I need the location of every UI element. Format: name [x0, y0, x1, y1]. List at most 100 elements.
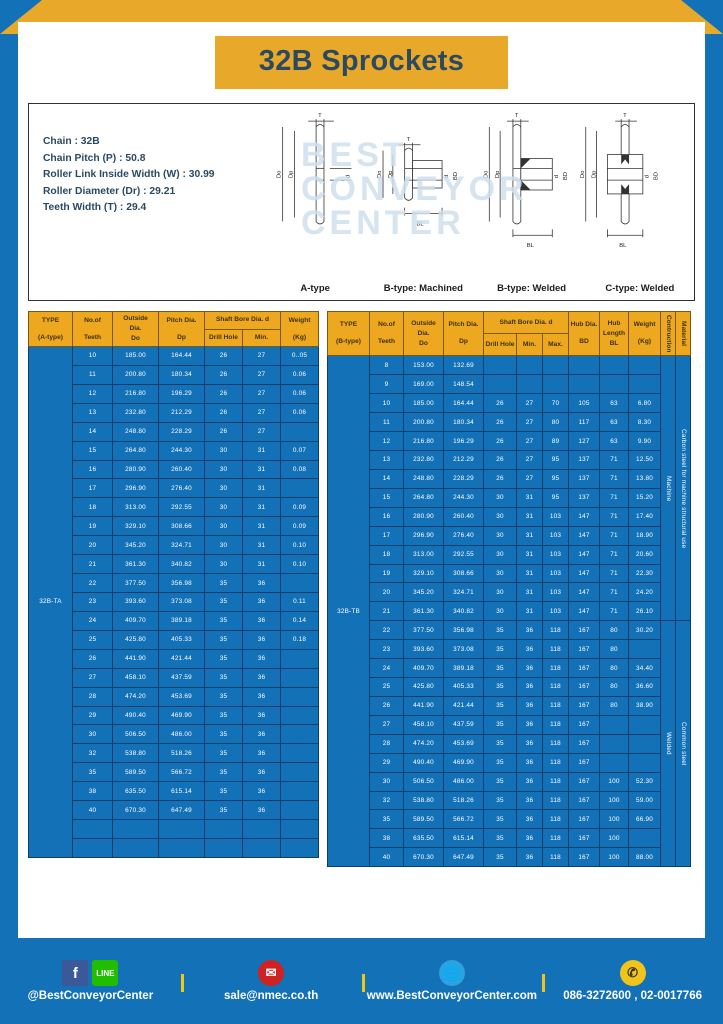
- header-outside-dia-b: Outside Dia. Do: [403, 310, 444, 357]
- table-cell: 185.00: [112, 346, 159, 366]
- table-cell: 167: [568, 771, 600, 792]
- table-cell: 425.80: [112, 629, 159, 650]
- table-cell: 405.33: [443, 677, 484, 697]
- table-cell: 35: [204, 705, 243, 726]
- table-cell: 615.14: [443, 828, 484, 849]
- table-cell: 66.90: [628, 809, 661, 830]
- table-cell: 35: [483, 847, 517, 868]
- table-cell: 164.44: [158, 346, 205, 366]
- table-cell: 8.30: [628, 412, 661, 433]
- email-icon[interactable]: ✉: [258, 960, 285, 986]
- table-cell: [568, 374, 600, 395]
- table-cell: 26: [204, 421, 243, 442]
- table-cell: 24.20: [628, 582, 661, 603]
- table-cell: 647.49: [443, 847, 484, 868]
- table-row: 13 232.80 212.29 26 27 95 137 71 12.50: [328, 449, 691, 470]
- header-hub-dia: Hub Dia. BD: [568, 310, 600, 357]
- svg-text:Dp: Dp: [495, 170, 501, 178]
- svg-text:BD: BD: [654, 172, 660, 180]
- spec-line-roller-diameter: Roller Diameter (Dr) : 29.21: [43, 185, 176, 197]
- table-cell: [242, 819, 281, 839]
- table-cell: 167: [568, 790, 600, 811]
- table-cell: 18.90: [628, 525, 661, 546]
- table-cell: 474.20: [403, 733, 444, 754]
- table-row: [29, 837, 319, 858]
- table-cell: 71: [599, 449, 629, 470]
- table-cell: 23: [369, 639, 404, 660]
- facebook-icon[interactable]: f: [62, 960, 89, 986]
- table-cell: 167: [568, 752, 600, 773]
- globe-icon[interactable]: 🌐: [438, 960, 465, 986]
- table-cell: 71: [599, 487, 629, 508]
- phone-icon[interactable]: ✆: [619, 960, 646, 986]
- table-cell: 100: [599, 828, 629, 849]
- table-cell: [280, 648, 319, 669]
- table-cell: 313.00: [112, 497, 159, 518]
- table-row: 17 296.90 276.40 30 31 103 147 71 18.90: [328, 525, 691, 546]
- table-cell: 31: [516, 563, 543, 584]
- table-cell: [599, 355, 629, 376]
- page-title: 32B Sprockets: [214, 36, 509, 89]
- table-cell: 589.50: [112, 762, 159, 783]
- header-type-b: TYPE (B-type): [327, 310, 370, 357]
- table-cell: 88.00: [628, 847, 661, 868]
- table-cell: 31: [516, 601, 543, 622]
- diagram-panel: Chain : 32B Chain Pitch (P) : 50.8 Rolle…: [28, 103, 695, 301]
- table-cell: 329.10: [112, 516, 159, 537]
- table-cell: 24: [72, 610, 113, 631]
- table-cell: 71: [599, 468, 629, 489]
- table-cell: 28: [369, 733, 404, 754]
- table-cell: 27: [242, 383, 281, 404]
- table-cell: 538.80: [112, 743, 159, 764]
- table-cell: 31: [242, 554, 281, 575]
- table-cell: 13: [369, 449, 404, 470]
- table-cell: 6.80: [628, 393, 661, 414]
- table-cell: [280, 743, 319, 764]
- table-row: 21 361.30 340.82 30 31 0.10: [29, 554, 319, 575]
- table-cell: 137: [568, 468, 600, 489]
- svg-text:BD: BD: [563, 172, 569, 180]
- sprocket-type-labels: A-type B-type: Machined B-type: Welded C…: [261, 283, 694, 294]
- table-cell: 589.50: [403, 809, 444, 830]
- table-cell: 36: [242, 705, 281, 726]
- table-row: 27 458.10 437.59 35 36 118 167: [328, 714, 691, 735]
- table-cell: 441.90: [403, 695, 444, 716]
- table-cell: 10: [369, 393, 404, 414]
- footer-email[interactable]: ✉ sale@nmec.co.th: [180, 960, 362, 1002]
- table-cell: 296.90: [403, 525, 444, 546]
- table-cell: 276.40: [158, 478, 205, 499]
- footer-phone[interactable]: ✆ 086-3272600 , 02-0017766: [542, 960, 723, 1002]
- table-cell: 137: [568, 487, 600, 508]
- table-cell: 52.30: [628, 771, 661, 792]
- footer-social[interactable]: f LINE @BestConveyorCenter: [0, 960, 181, 1002]
- table-cell: [72, 819, 113, 839]
- table-row: [29, 819, 319, 839]
- table-cell: 100: [599, 790, 629, 811]
- material-carbon-cell: Carbon steel for machine structural use: [675, 355, 691, 622]
- table-cell: 35: [483, 809, 517, 830]
- svg-text:d: d: [444, 175, 450, 178]
- table-cell: 21: [72, 554, 113, 575]
- table-cell: 421.44: [443, 695, 484, 716]
- table-cell: 280.90: [403, 506, 444, 527]
- table-cell: 11: [72, 364, 113, 385]
- footer-website[interactable]: 🌐 www.BestConveyorCenter.com: [361, 960, 543, 1002]
- table-cell: 35: [204, 629, 243, 650]
- table-cell: 31: [242, 459, 281, 480]
- svg-text:d: d: [346, 175, 352, 178]
- table-cell: 373.08: [443, 639, 484, 660]
- line-icon[interactable]: LINE: [92, 960, 119, 986]
- table-cell: 23: [72, 591, 113, 612]
- table-cell: 19: [72, 516, 113, 537]
- table-cell: 27: [516, 449, 543, 470]
- footer-email-text: sale@nmec.co.th: [223, 990, 319, 1002]
- table-cell: [628, 828, 661, 849]
- svg-text:Dp: Dp: [592, 170, 598, 178]
- table-cell: 118: [542, 828, 569, 849]
- table-cell: 35: [204, 800, 243, 821]
- table-row: 30 506.50 486.00 35 36 118 167 100 52.30: [328, 771, 691, 792]
- table-cell: 670.30: [403, 847, 444, 868]
- header-pitch-dia-b: Pitch Dia. Dp: [443, 310, 484, 357]
- table-cell: 18: [72, 497, 113, 518]
- svg-text:Do: Do: [377, 170, 383, 178]
